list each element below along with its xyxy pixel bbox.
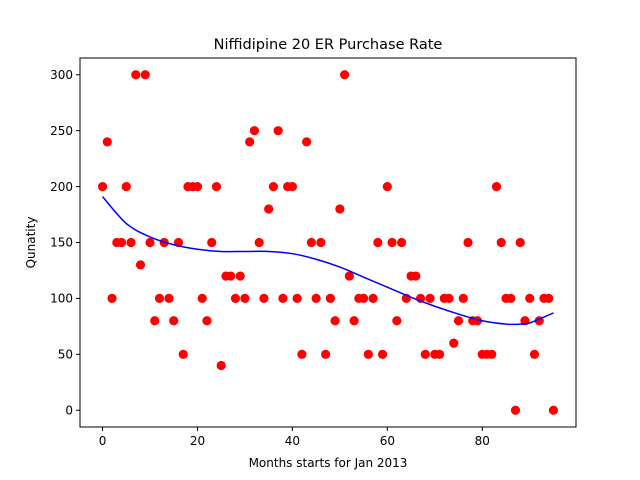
data-point xyxy=(525,293,535,304)
x-tick-label: 0 xyxy=(99,434,107,448)
data-point xyxy=(515,237,525,248)
data-point xyxy=(207,237,217,248)
y-tick-label: 150 xyxy=(50,236,73,250)
data-point xyxy=(330,316,340,326)
data-point xyxy=(278,293,288,304)
data-point xyxy=(226,271,236,281)
data-point xyxy=(311,293,321,304)
data-point xyxy=(164,293,174,304)
data-point xyxy=(216,360,226,371)
data-point xyxy=(382,181,392,192)
y-tick-label: 250 xyxy=(50,124,73,138)
data-point xyxy=(126,237,136,248)
data-point xyxy=(373,237,383,248)
data-point xyxy=(363,349,373,359)
data-point xyxy=(297,349,307,359)
data-point xyxy=(434,349,445,359)
x-tick-label: 20 xyxy=(190,434,205,448)
data-point xyxy=(235,271,245,281)
data-point xyxy=(321,349,331,359)
x-tick-label: 80 xyxy=(475,434,490,448)
data-point xyxy=(487,349,497,359)
data-point xyxy=(396,237,407,248)
data-point xyxy=(506,293,516,304)
y-tick-label: 100 xyxy=(50,292,73,306)
data-point xyxy=(529,349,540,359)
data-point xyxy=(411,271,421,281)
data-point xyxy=(420,349,430,359)
data-point xyxy=(377,349,388,359)
data-point xyxy=(548,405,559,415)
data-point xyxy=(510,405,521,415)
data-point xyxy=(358,293,369,304)
data-point xyxy=(425,293,435,304)
data-point xyxy=(268,181,279,192)
data-point xyxy=(340,70,350,80)
data-point xyxy=(273,126,283,136)
data-point xyxy=(131,70,141,80)
data-point xyxy=(349,316,359,326)
data-point xyxy=(392,316,402,326)
data-point xyxy=(264,204,274,214)
data-point xyxy=(97,181,108,192)
data-point xyxy=(444,293,454,304)
data-point xyxy=(135,260,146,270)
data-point xyxy=(306,237,316,248)
data-point xyxy=(121,181,131,192)
data-point xyxy=(335,204,345,214)
data-point xyxy=(316,237,326,248)
x-axis-label: Months starts for Jan 2013 xyxy=(249,456,408,470)
data-point xyxy=(463,237,473,248)
data-point xyxy=(302,137,312,147)
data-point xyxy=(387,237,397,248)
data-point xyxy=(368,293,378,304)
data-point xyxy=(491,181,502,192)
x-axis: 0 20 40 60 80 xyxy=(99,427,490,448)
x-tick-label: 60 xyxy=(380,434,395,448)
data-point xyxy=(254,237,264,248)
data-point xyxy=(458,293,468,304)
data-point xyxy=(116,237,127,248)
data-point xyxy=(140,70,150,80)
y-tick-label: 50 xyxy=(58,348,73,362)
data-point xyxy=(230,293,241,304)
chart-title: Niffidipine 20 ER Purchase Rate xyxy=(214,37,443,53)
data-point xyxy=(292,293,302,304)
data-point xyxy=(102,137,112,147)
data-point xyxy=(259,293,269,304)
y-axis-label: Qunatity xyxy=(24,217,38,269)
data-point xyxy=(249,126,260,136)
data-point xyxy=(197,293,207,304)
y-axis: 0 50 100 150 200 250 300 xyxy=(50,68,80,417)
data-point xyxy=(245,137,255,147)
data-point xyxy=(202,316,212,326)
data-point xyxy=(169,316,179,326)
data-point xyxy=(344,271,354,281)
data-point xyxy=(154,293,165,304)
data-point xyxy=(325,293,335,304)
data-point xyxy=(544,293,554,304)
data-point xyxy=(496,237,506,248)
data-point xyxy=(150,316,160,326)
data-point xyxy=(240,293,250,304)
data-point xyxy=(107,293,117,304)
data-point xyxy=(178,349,188,359)
plot-content xyxy=(97,70,559,415)
data-point xyxy=(192,181,203,192)
data-point xyxy=(287,181,298,192)
y-tick-label: 0 xyxy=(65,403,73,417)
trend-line xyxy=(101,196,554,326)
data-point xyxy=(211,181,222,192)
x-tick-label: 40 xyxy=(285,434,300,448)
data-point xyxy=(145,237,155,248)
data-point xyxy=(453,316,464,326)
data-point xyxy=(449,338,459,348)
y-tick-label: 300 xyxy=(50,68,73,82)
y-tick-label: 200 xyxy=(50,180,73,194)
